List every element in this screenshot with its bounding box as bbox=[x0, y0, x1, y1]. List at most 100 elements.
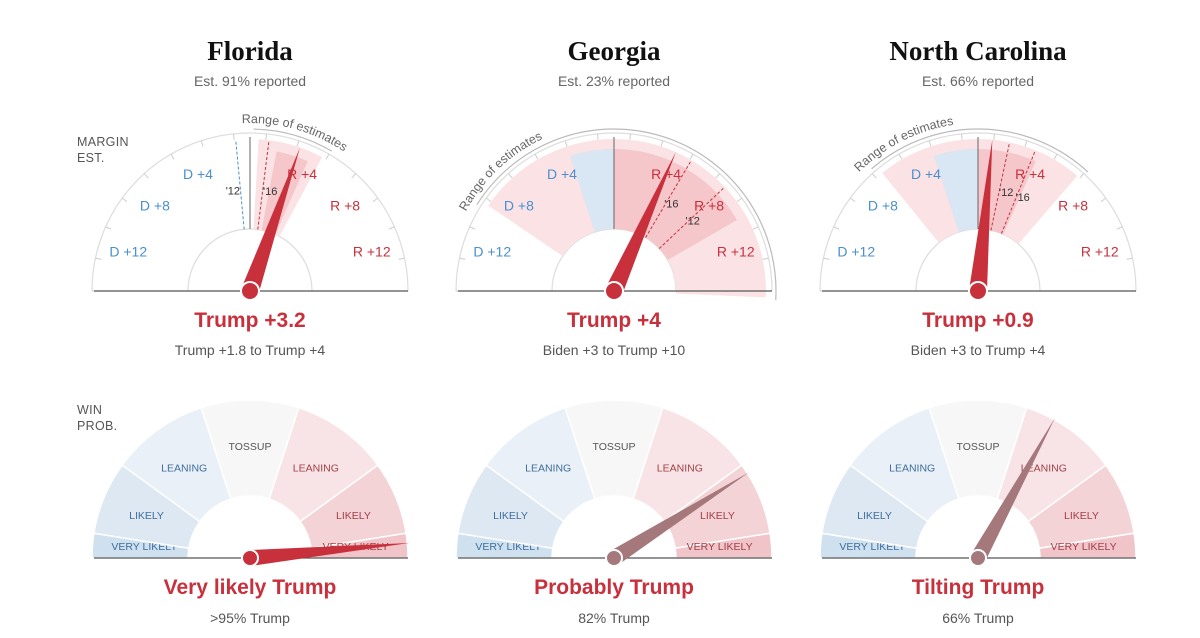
gauge-tick bbox=[833, 226, 840, 230]
gauge-tick bbox=[372, 197, 379, 203]
axis-tick-label: D +8 bbox=[504, 197, 534, 213]
prob-zone-label: TOSSUP bbox=[229, 441, 272, 453]
axis-tick-label: D +12 bbox=[837, 243, 875, 259]
axis-tick-label: R +8 bbox=[330, 197, 360, 213]
gauge-tick bbox=[265, 133, 268, 140]
gauge-tick bbox=[928, 140, 932, 147]
gauge-tick bbox=[1024, 140, 1028, 147]
gauge-tick bbox=[752, 226, 759, 230]
range-band-dem bbox=[570, 149, 614, 233]
range-bracket bbox=[871, 128, 1089, 173]
gauge-tick bbox=[170, 153, 175, 160]
reference-label: '12 bbox=[999, 187, 1013, 199]
axis-tick-label: R +8 bbox=[1058, 197, 1088, 213]
reported-text: Est. 91% reported bbox=[193, 73, 307, 89]
gauge-tick bbox=[849, 197, 856, 203]
gauge-tick bbox=[629, 133, 632, 140]
gauge-tick bbox=[1100, 197, 1107, 203]
prob-zone-label: VERY LIKELY bbox=[1051, 541, 1117, 553]
margin-range-text: Trump +1.8 to Trump +4 bbox=[174, 342, 326, 358]
gauge-tick bbox=[715, 173, 721, 179]
prob-text: 66% Trump bbox=[942, 610, 1014, 626]
axis-tick-label: D +12 bbox=[109, 243, 147, 259]
axis-tick-label: D +4 bbox=[547, 166, 577, 182]
gauge-tick bbox=[398, 257, 405, 260]
gauge-tick bbox=[596, 133, 599, 140]
prob-headline: Probably Trump bbox=[534, 576, 694, 599]
gauge-tick bbox=[507, 173, 513, 179]
prob-zone-label: LEANING bbox=[293, 462, 339, 474]
gauge-tick bbox=[388, 226, 395, 230]
range-bracket bbox=[476, 128, 777, 300]
gauge-tick bbox=[1079, 173, 1085, 179]
gauge-tick bbox=[823, 257, 830, 260]
reference-label: '16 bbox=[263, 186, 277, 198]
gauge-tick bbox=[762, 257, 769, 260]
axis-tick-label: D +12 bbox=[473, 243, 511, 259]
gauge-tick bbox=[736, 197, 743, 203]
gauge-tick bbox=[485, 197, 492, 203]
state-title: Florida bbox=[207, 36, 293, 66]
gauge-tick bbox=[232, 133, 235, 140]
reported-text: Est. 66% reported bbox=[921, 73, 1035, 89]
gauge-tick bbox=[351, 173, 357, 179]
gauge-tick bbox=[325, 153, 330, 160]
gauge-tick bbox=[1126, 257, 1133, 260]
gauge-tick bbox=[689, 153, 694, 160]
prob-zone-label: TOSSUP bbox=[593, 441, 636, 453]
state-column-georgia: Georgia Est. 23% reported Range of estim… bbox=[424, 0, 804, 638]
margin-needle bbox=[969, 139, 993, 292]
margin-needle bbox=[241, 147, 300, 294]
needle-hub bbox=[604, 281, 624, 300]
prob-zone-label: LIKELY bbox=[857, 510, 892, 522]
gauge-tick bbox=[534, 153, 539, 160]
prob-headline: Very likely Trump bbox=[163, 576, 337, 599]
prob-zone-label: LIKELY bbox=[129, 510, 164, 522]
prob-zone-label: TOSSUP bbox=[957, 441, 1000, 453]
prob-needle bbox=[609, 472, 750, 565]
prob-zone-label: LEANING bbox=[525, 462, 571, 474]
reference-label: '16 bbox=[1015, 192, 1029, 204]
win-prob-gauge: VERY LIKELYLIKELYLEANINGTOSSUPLEANINGLIK… bbox=[819, 399, 1137, 567]
state-column-florida: Florida Est. 91% reported Range of estim… bbox=[60, 0, 440, 638]
prob-zone-label: LIKELY bbox=[1064, 510, 1099, 522]
reference-label: '16 bbox=[664, 199, 678, 211]
margin-gauge: Range of estimates'12'16D +12D +8D +4 R +… bbox=[91, 112, 409, 300]
gauge-tick bbox=[469, 226, 476, 230]
prob-zone-label: LIKELY bbox=[700, 510, 735, 522]
win-prob-gauge: VERY LIKELYLIKELYLEANINGTOSSUPLEANINGLIK… bbox=[455, 399, 773, 567]
axis-tick-label: R +8 bbox=[694, 197, 724, 213]
gauge-tick bbox=[459, 257, 466, 260]
axis-tick-label: D +4 bbox=[911, 166, 941, 182]
gauge-tick bbox=[1053, 153, 1058, 160]
needle-hub bbox=[968, 281, 988, 300]
gauge-tick bbox=[993, 133, 996, 140]
margin-est-label: Margin est. bbox=[77, 135, 129, 165]
gauge-tick bbox=[564, 140, 568, 147]
axis-tick-label: D +4 bbox=[183, 166, 213, 182]
state-title: North Carolina bbox=[889, 36, 1067, 66]
axis-tick-label: R +12 bbox=[717, 243, 755, 259]
prob-zone-label: LEANING bbox=[889, 462, 935, 474]
axis-tick-label: R +4 bbox=[1015, 166, 1045, 182]
gauge-tick bbox=[660, 140, 664, 147]
gauge-tick bbox=[143, 173, 149, 179]
axis-tick-label: R +4 bbox=[287, 166, 317, 182]
needle-hub bbox=[241, 549, 259, 567]
range-bracket bbox=[253, 128, 333, 152]
prob-zone-label: LEANING bbox=[161, 462, 207, 474]
margin-range-text: Biden +3 to Trump +10 bbox=[542, 342, 686, 358]
prob-headline: Tilting Trump bbox=[911, 576, 1045, 599]
win-prob-gauge: VERY LIKELYLIKELYLEANINGTOSSUPLEANINGLIK… bbox=[91, 399, 410, 567]
gauge-tick bbox=[296, 140, 300, 147]
needle-hub bbox=[969, 549, 987, 567]
gauge-tick bbox=[105, 226, 112, 230]
gauge-outline bbox=[91, 132, 409, 292]
margin-headline: Trump +4 bbox=[567, 309, 661, 332]
prob-needle bbox=[970, 417, 1056, 562]
axis-tick-label: D +8 bbox=[868, 197, 898, 213]
prob-text: >95% Trump bbox=[210, 610, 290, 626]
gauge-outline bbox=[455, 132, 773, 292]
gauge-tick bbox=[200, 140, 204, 147]
state-column-north-carolina: North Carolina Est. 66% reported Range o… bbox=[788, 0, 1168, 638]
